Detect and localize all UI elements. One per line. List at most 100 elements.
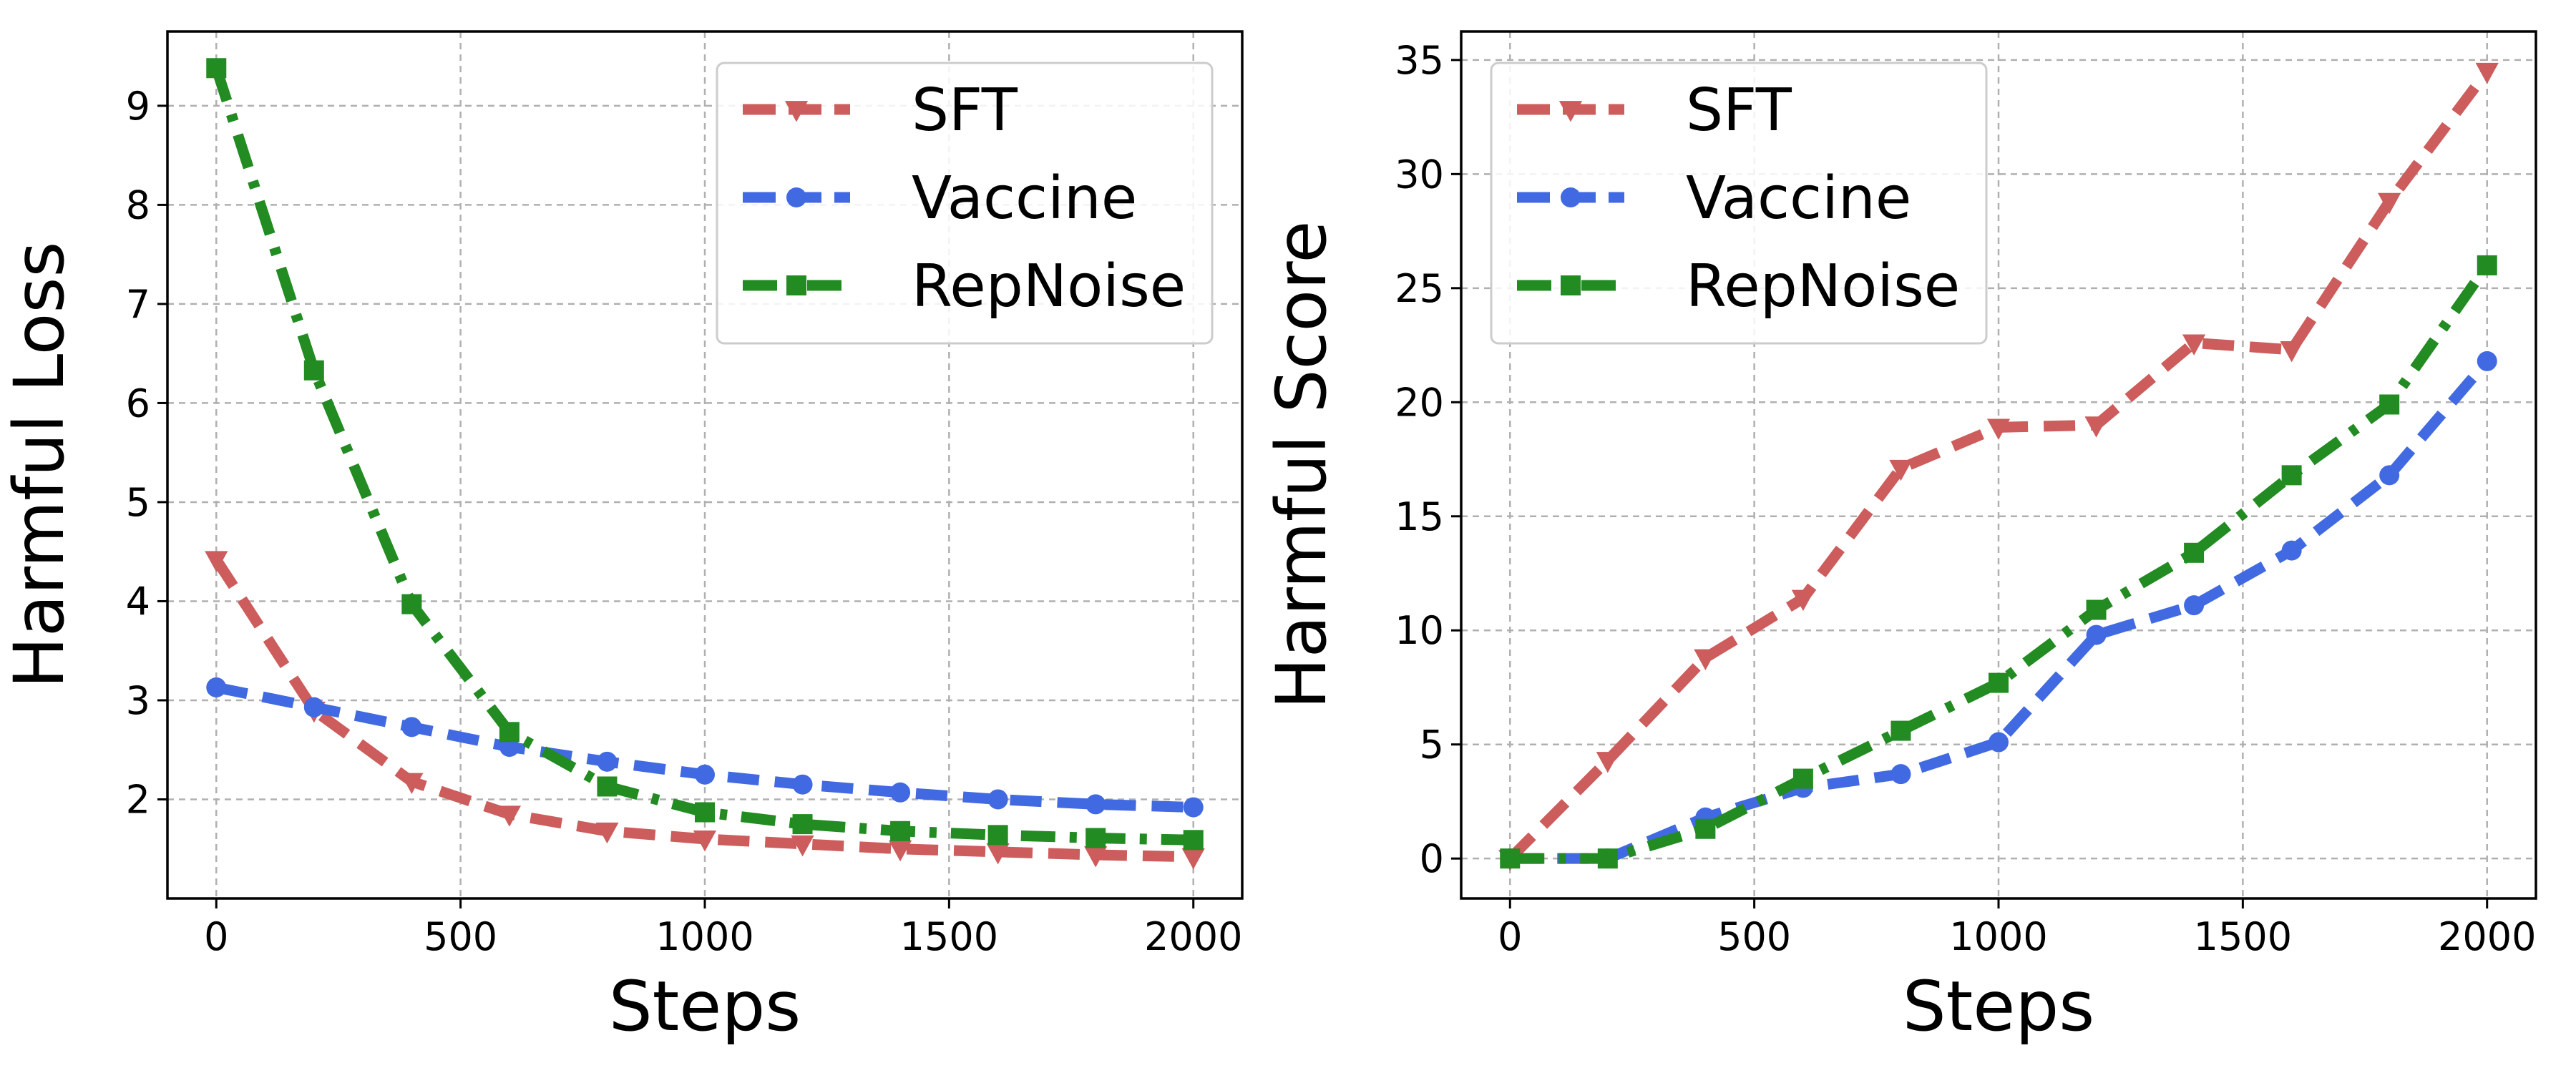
legend-repnoise-marker bbox=[786, 275, 806, 295]
repnoise-data-point bbox=[401, 594, 422, 614]
repnoise-data-point bbox=[303, 360, 324, 381]
vaccine-data-point bbox=[1989, 732, 2009, 753]
vaccine-data-point bbox=[2379, 465, 2400, 486]
sft-data-point bbox=[2378, 192, 2401, 215]
y-tick-label: 30 bbox=[1395, 152, 1444, 197]
vaccine-data-point bbox=[2281, 540, 2302, 561]
legend-vaccine-marker bbox=[1561, 187, 1581, 207]
y-tick-label: 3 bbox=[126, 678, 150, 723]
repnoise-data-point bbox=[890, 820, 911, 841]
legend-repnoise-label: RepNoise bbox=[912, 253, 1186, 320]
y-axis-title: Harmful Loss bbox=[0, 242, 79, 689]
y-tick-label: 4 bbox=[126, 579, 150, 624]
repnoise-data-point bbox=[499, 722, 519, 743]
legend-box bbox=[1490, 62, 1988, 345]
vaccine-data-point bbox=[206, 677, 227, 697]
repnoise-data-point bbox=[2184, 542, 2205, 563]
repnoise-data-point bbox=[1597, 848, 1618, 869]
vaccine-data-point bbox=[792, 774, 813, 795]
vaccine-data-point bbox=[890, 782, 911, 803]
repnoise-data-point bbox=[987, 825, 1008, 846]
legend-sft-marker bbox=[1558, 101, 1583, 122]
sft-data-point bbox=[595, 822, 619, 844]
sft-data-point bbox=[1694, 649, 1717, 671]
repnoise-data-point bbox=[2281, 465, 2302, 486]
legend: SFT Vaccine RepNoise bbox=[716, 62, 1214, 345]
legend-sft-label: SFT bbox=[1686, 77, 1792, 144]
sft-data-point bbox=[1084, 846, 1108, 868]
sft-data-point bbox=[2475, 62, 2499, 84]
x-tick-label: 500 bbox=[1717, 914, 1791, 959]
x-axis-title: Steps bbox=[1903, 966, 2095, 1047]
legend-sft-label: SFT bbox=[912, 77, 1018, 144]
x-axis-title: Steps bbox=[609, 966, 801, 1047]
vaccine-data-point bbox=[2477, 351, 2497, 371]
sft-data-point bbox=[2280, 341, 2303, 363]
repnoise-data-point bbox=[2477, 255, 2497, 275]
sft-data-point bbox=[1889, 459, 1913, 481]
repnoise-data-point bbox=[1085, 828, 1106, 848]
legend-vaccine-label: Vaccine bbox=[1686, 165, 1911, 232]
y-tick-label: 15 bbox=[1395, 494, 1444, 539]
legend-repnoise-marker bbox=[1561, 275, 1581, 295]
repnoise-data-point bbox=[2379, 394, 2400, 415]
legend-repnoise-label: RepNoise bbox=[1686, 253, 1960, 320]
sft-data-point bbox=[1181, 848, 1205, 870]
vaccine-data-point bbox=[401, 717, 422, 738]
sft-data-point bbox=[986, 843, 1010, 865]
y-tick-label: 8 bbox=[126, 182, 150, 227]
repnoise-data-point bbox=[206, 58, 227, 79]
repnoise-series-line bbox=[1510, 262, 2492, 864]
sft-data-point bbox=[205, 551, 228, 572]
legend-sft-marker bbox=[784, 101, 809, 122]
y-tick-label: 10 bbox=[1395, 608, 1444, 653]
x-tick-label: 1000 bbox=[1949, 914, 2047, 959]
legend-vaccine-label: Vaccine bbox=[912, 165, 1137, 232]
x-tick-label: 500 bbox=[424, 914, 497, 959]
repnoise-data-point bbox=[1890, 720, 1911, 741]
vaccine-data-point bbox=[695, 764, 715, 785]
sft-data-point bbox=[1791, 589, 1815, 612]
legend-box bbox=[716, 62, 1214, 345]
repnoise-data-point bbox=[695, 802, 715, 823]
x-tick-label: 1500 bbox=[900, 914, 998, 959]
sft-data-point bbox=[791, 835, 814, 857]
y-tick-label: 6 bbox=[126, 381, 150, 426]
chart-panel-2: 0 500 1000 1500 2000 0 5 10 15 20 25 30 35 Steps Harmf… bbox=[1262, 30, 2537, 1047]
y-tick-label: 2 bbox=[126, 777, 150, 822]
vaccine-data-point bbox=[1085, 794, 1106, 815]
sft-data-point bbox=[497, 805, 522, 827]
vaccine-data-point bbox=[2184, 595, 2205, 616]
sft-data-point bbox=[693, 830, 717, 852]
sft-data-point bbox=[888, 840, 912, 862]
sft-data-point bbox=[1596, 752, 1619, 773]
x-tick-label: 1500 bbox=[2194, 914, 2292, 959]
x-tick-label: 2000 bbox=[1144, 914, 1242, 959]
chart-panel-1: 0 500 1000 1500 2000 2 3 4 5 6 7 8 9 Steps Harmful Los… bbox=[0, 30, 1244, 1047]
vaccine-series-line bbox=[1510, 358, 2492, 864]
x-tick-label: 1000 bbox=[655, 914, 753, 959]
repnoise-data-point bbox=[1695, 818, 1716, 839]
y-tick-label: 25 bbox=[1395, 266, 1444, 311]
vaccine-data-point bbox=[303, 697, 324, 717]
x-tick-label: 2000 bbox=[2438, 914, 2536, 959]
sft-data-point bbox=[1986, 418, 2011, 440]
y-tick-label: 35 bbox=[1395, 38, 1444, 83]
legend-vaccine-marker bbox=[786, 187, 806, 207]
y-tick-label: 5 bbox=[126, 480, 150, 525]
y-tick-label: 9 bbox=[126, 84, 150, 129]
repnoise-data-point bbox=[1183, 830, 1204, 851]
repnoise-data-point bbox=[1500, 848, 1521, 869]
vaccine-data-point bbox=[597, 751, 618, 772]
sft-data-point bbox=[400, 773, 424, 795]
repnoise-data-point bbox=[792, 814, 813, 835]
vaccine-data-point bbox=[2086, 624, 2107, 645]
repnoise-data-point bbox=[1989, 672, 2009, 693]
y-tick-label: 5 bbox=[1420, 722, 1444, 768]
vaccine-data-point bbox=[1183, 797, 1204, 818]
sft-series-line bbox=[211, 557, 1194, 863]
plot-frame bbox=[166, 30, 1244, 900]
repnoise-data-point bbox=[597, 776, 618, 797]
x-tick-label: 0 bbox=[204, 914, 228, 959]
